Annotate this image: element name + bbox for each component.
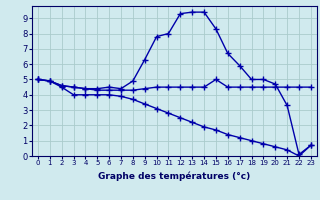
X-axis label: Graphe des températures (°c): Graphe des températures (°c)	[98, 172, 251, 181]
